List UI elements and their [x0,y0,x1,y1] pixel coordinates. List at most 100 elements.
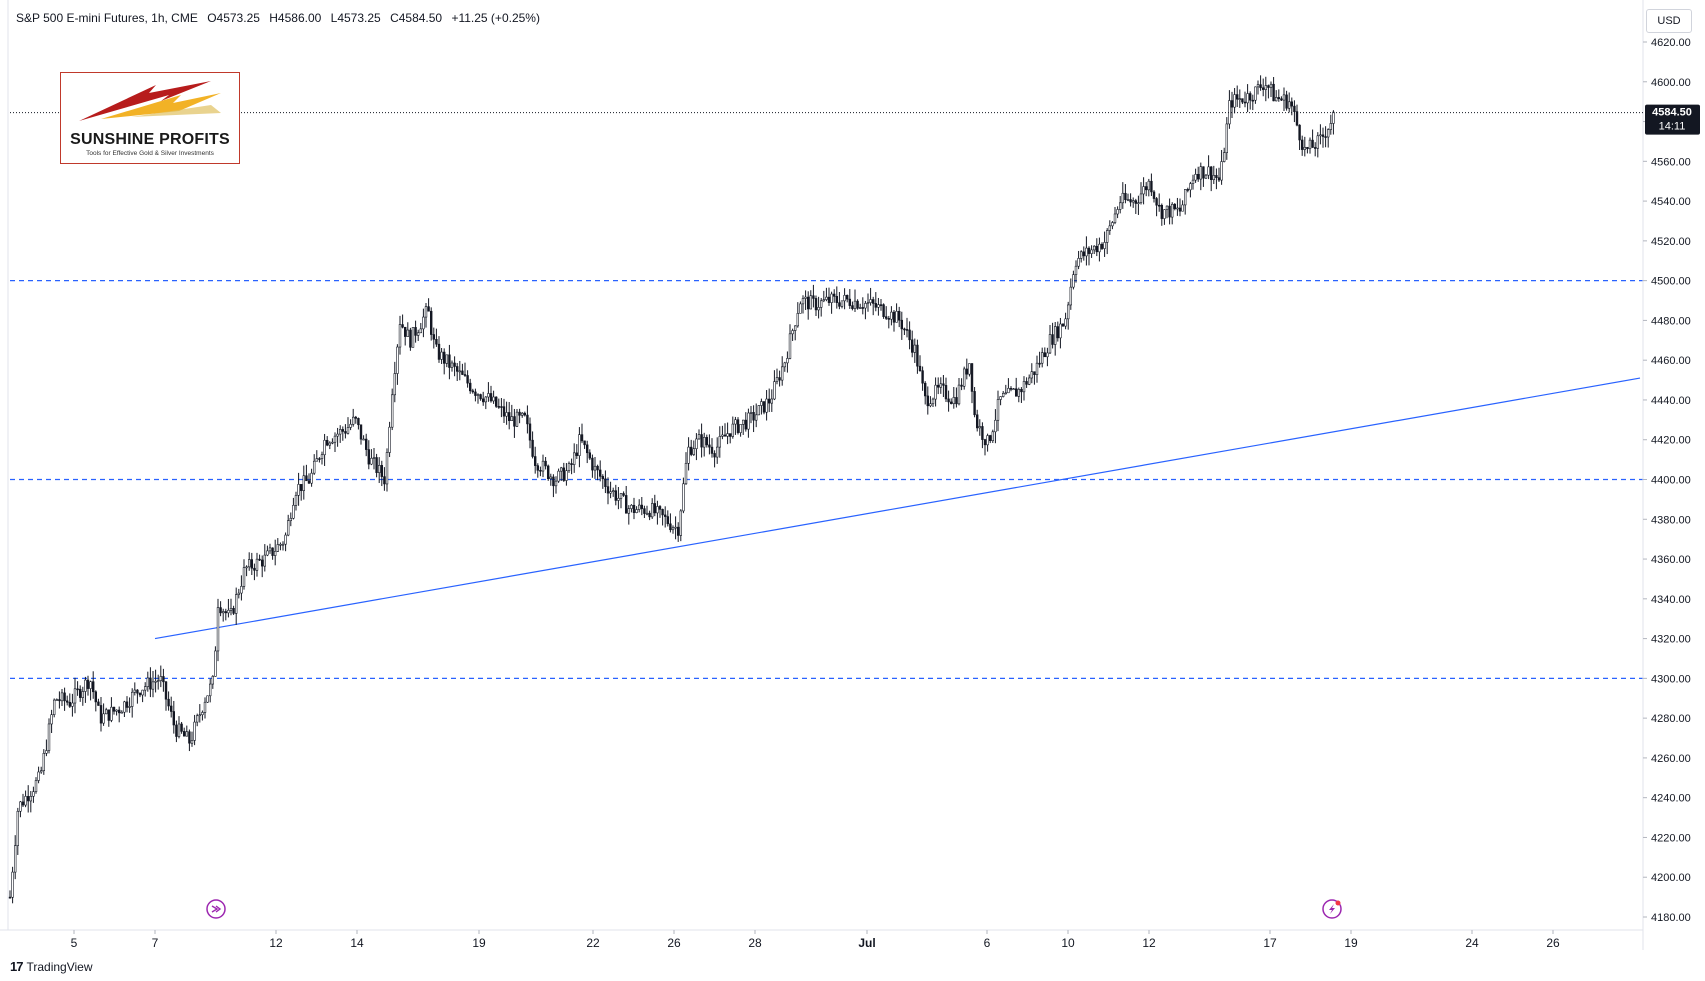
candle [887,315,891,329]
time-tick-label: 28 [748,936,762,950]
candle-body [1134,200,1138,204]
price-tick-label: 4280.00 [1651,713,1691,725]
candle-body [47,723,51,751]
candle-body [1158,204,1161,207]
trendline [154,377,1641,640]
candle [1319,124,1322,145]
candle [1137,195,1140,215]
candle [461,363,464,376]
alert-marker-icon[interactable] [1322,899,1342,919]
candle [1236,85,1239,108]
candle [500,398,503,418]
candle [1051,322,1054,349]
candle [453,356,456,377]
candle-body [505,412,508,417]
candle-body [487,393,490,398]
candle [539,466,542,477]
currency-button[interactable]: USD [1646,9,1692,33]
candle-body [1145,186,1148,191]
candle-body [445,354,448,364]
candle-body [697,434,701,440]
candle-body [1194,173,1197,181]
candle-body [42,753,46,771]
candle [157,674,160,690]
candle-body [804,296,807,299]
candle-body [1249,93,1252,101]
candle [136,689,139,704]
candle-body [588,452,592,459]
candle [624,485,628,514]
candle [286,514,290,537]
candle-body [118,709,121,714]
candle-body [838,302,841,307]
candle-body [362,438,365,441]
candle [1243,91,1247,108]
candle-body [890,311,893,320]
candle-body [952,397,956,404]
candle-body [973,391,976,416]
candle [1215,168,1218,190]
candle [1272,77,1275,102]
time-tick-label: 24 [1465,936,1479,950]
candle-body [240,586,243,594]
candle [952,387,956,409]
symbol-title[interactable]: S&P 500 E-mini Futures, 1h, CME [16,11,198,25]
candle-body [1184,189,1187,206]
candle [42,749,46,775]
candle-body [338,429,342,435]
candle-body [1014,388,1018,397]
candle [1246,84,1249,113]
candle-body [741,419,745,425]
candle [554,476,558,494]
candle [1103,231,1106,257]
candle-body [318,458,321,460]
candle [684,452,688,485]
candle [1093,245,1096,255]
candle [245,565,248,577]
candle [679,509,683,542]
candle [1288,92,1291,113]
ascending-trendline [154,377,1641,640]
candle-body [1181,204,1184,212]
candle [422,308,425,338]
candle-body [292,504,295,519]
candle-body [1264,85,1268,90]
candle-body [788,333,792,359]
candle-body [926,395,930,407]
candle-body [248,559,251,568]
candle [1061,323,1065,327]
candle [50,709,53,734]
candle [299,484,303,501]
tradingview-branding[interactable]: 17 TradingView [10,959,93,974]
candle-body [661,509,664,516]
candle [905,317,909,338]
candle [1256,80,1260,95]
candle [1134,198,1138,214]
candle [1119,195,1122,214]
candle [144,682,147,697]
candle [159,665,162,688]
candle-body [752,412,755,421]
candle-body [643,508,646,514]
candle-body [1267,85,1270,88]
candle [861,297,865,315]
candle [879,298,883,311]
candle-body [1308,139,1312,150]
candle-body [255,558,259,571]
candle-body [401,324,404,328]
candle [1048,324,1052,355]
candle [341,426,344,441]
replay-marker-icon[interactable] [206,899,226,919]
candle-body [830,293,833,303]
candle-body [370,457,373,465]
candle [468,378,472,394]
candle [416,329,420,342]
candle-body [466,375,469,384]
candle-body [432,334,435,340]
candle-body [931,398,935,405]
candle [531,431,534,459]
candle-body [627,508,631,514]
candle [1194,168,1197,183]
candle [1264,76,1268,102]
